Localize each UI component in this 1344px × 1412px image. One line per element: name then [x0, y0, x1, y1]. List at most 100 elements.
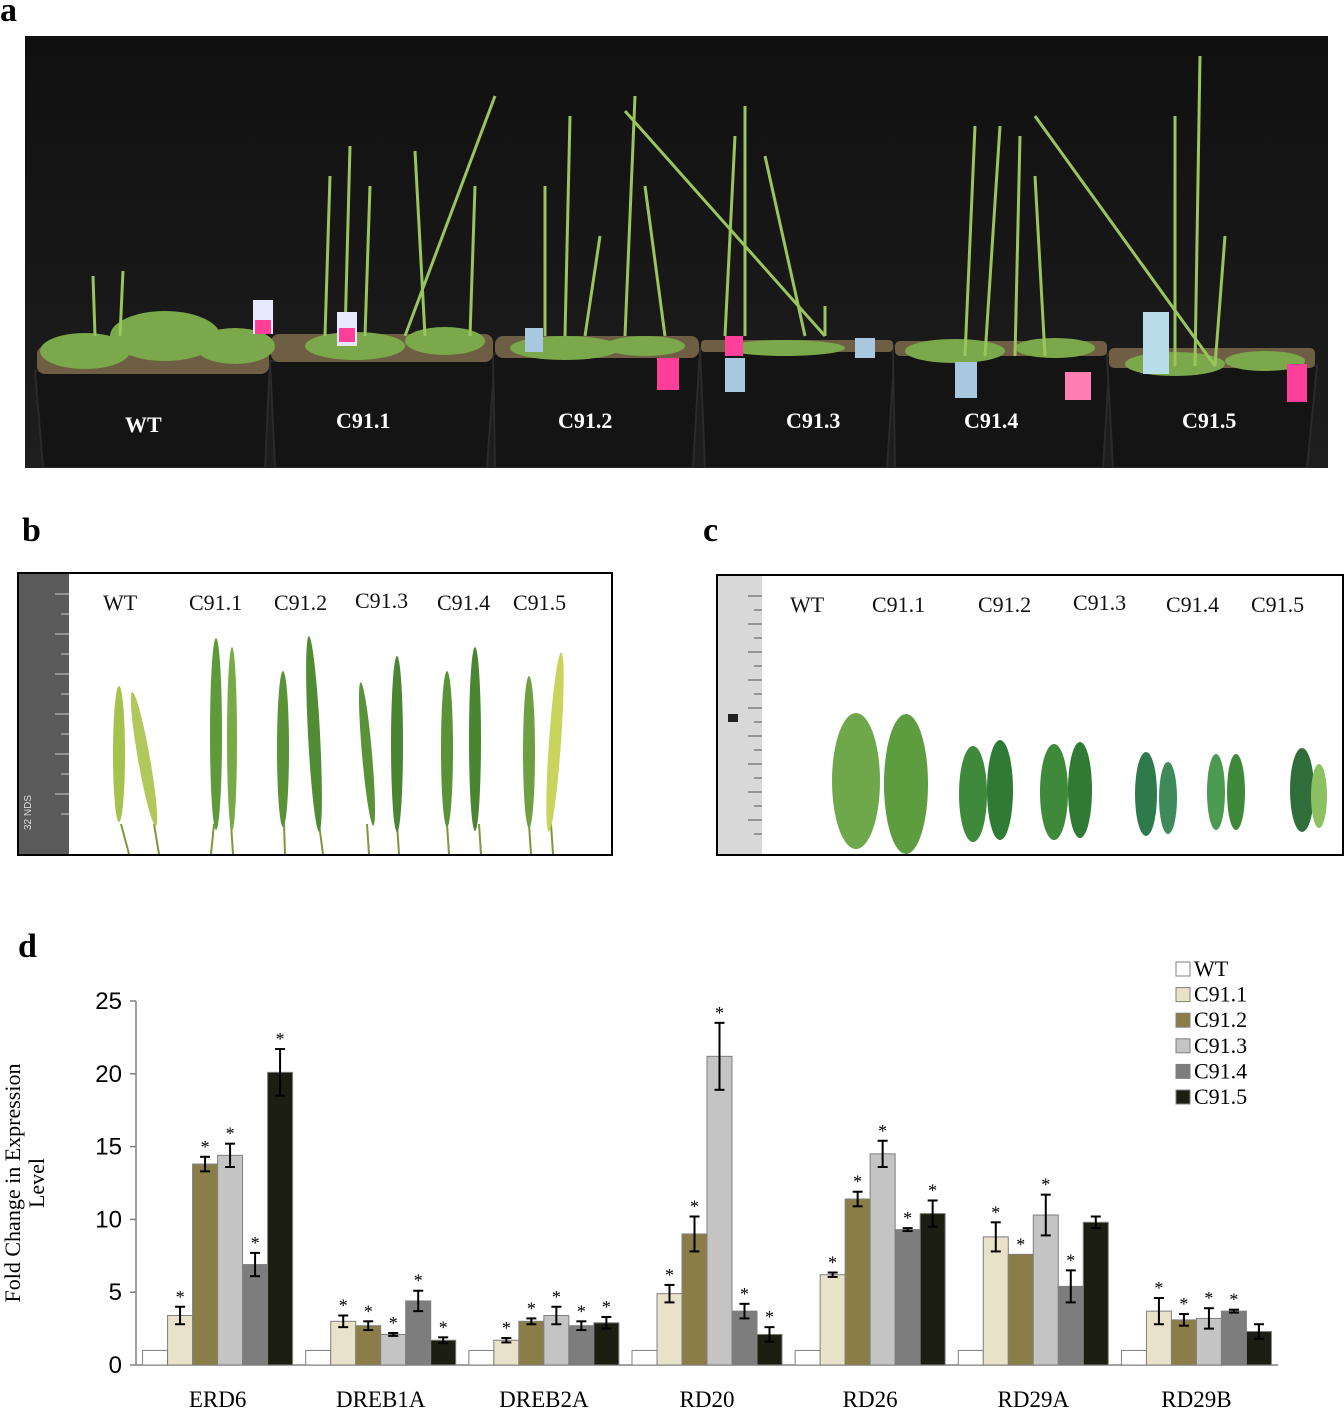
silique-label-c91-3: C91.3 [355, 588, 409, 613]
category-label: RD20 [680, 1387, 735, 1407]
legend-label: WT [1194, 956, 1229, 981]
significance-marker: * [439, 1317, 448, 1337]
leaf-label-c91-3: C91.3 [1073, 590, 1127, 615]
pot-label-c91-5: C91.5 [1182, 408, 1237, 433]
bar [468, 1349, 495, 1366]
bar [706, 1055, 733, 1366]
significance-marker: * [1066, 1250, 1075, 1270]
significance-marker: * [226, 1124, 235, 1144]
significance-marker: * [389, 1313, 398, 1333]
legend-swatch [1175, 1012, 1191, 1028]
y-tick-label: 20 [95, 1061, 122, 1088]
bar [167, 1314, 194, 1366]
silique-photo: WT C91.1 C91.2 C91.3 C91.4 C91.5 32 NDS [17, 572, 613, 856]
significance-marker: * [1179, 1294, 1188, 1314]
y-tick-label: 0 [109, 1352, 122, 1379]
bar [894, 1229, 921, 1366]
silique-label-c91-5: C91.5 [513, 590, 567, 615]
legend-label: C91.4 [1194, 1058, 1247, 1083]
bar [305, 1349, 332, 1366]
expression-chart-svg: 0 5 10 15 20 25 Fold Change in ExpressionLevel… [0, 956, 1278, 1412]
silique-label-c91-4: C91.4 [437, 590, 491, 615]
significance-marker: * [552, 1287, 561, 1307]
significance-marker: * [201, 1137, 210, 1157]
significance-marker: * [665, 1265, 674, 1285]
bar [217, 1154, 244, 1366]
legend-swatch [1175, 1089, 1191, 1105]
bar [982, 1236, 1009, 1366]
bar [794, 1349, 821, 1366]
bar [330, 1320, 357, 1366]
y-tick-label: 5 [109, 1279, 122, 1306]
bar [844, 1198, 871, 1366]
leaf-label-c91-5: C91.5 [1251, 592, 1305, 617]
silique-label-c91-2: C91.2 [274, 590, 328, 615]
bar [819, 1274, 846, 1366]
leaf-label-c91-1: C91.1 [872, 592, 926, 617]
significance-marker: * [577, 1301, 586, 1321]
significance-marker: * [339, 1295, 348, 1315]
significance-marker: * [1229, 1290, 1238, 1310]
bar [142, 1349, 169, 1366]
legend-swatch [1175, 1038, 1191, 1054]
significance-marker: * [364, 1301, 373, 1321]
category-label: RD29A [998, 1387, 1070, 1407]
legend-swatch [1175, 961, 1191, 977]
bar [267, 1071, 294, 1366]
bar [1120, 1349, 1147, 1366]
significance-marker: * [527, 1298, 536, 1318]
significance-marker: * [276, 1029, 285, 1049]
bar [957, 1349, 984, 1366]
significance-marker: * [251, 1233, 260, 1253]
significance-marker: * [414, 1271, 423, 1291]
ruler-text: 32 NDS [23, 794, 34, 830]
significance-marker: * [928, 1180, 937, 1200]
bar [192, 1163, 219, 1366]
bar [1032, 1214, 1059, 1366]
legend-label: C91.1 [1194, 982, 1247, 1007]
panel-label-a: a [0, 0, 17, 29]
bar [869, 1153, 896, 1366]
y-tick-label: 15 [95, 1134, 122, 1161]
significance-marker: * [602, 1297, 611, 1317]
plant-photo: WT C91.1 C91.2 C91.3 C91.4 C91.5 [25, 36, 1328, 468]
significance-marker: * [502, 1318, 511, 1338]
significance-marker: * [176, 1287, 185, 1307]
plant-photo-illustration [25, 36, 1328, 468]
panel-label-d: d [18, 928, 37, 965]
bar [242, 1264, 269, 1366]
y-axis-label: Fold Change in ExpressionLevel [0, 1064, 49, 1303]
bar [568, 1325, 595, 1366]
bar [593, 1322, 620, 1366]
y-tick-label: 25 [95, 988, 122, 1015]
pot-label-c91-1: C91.1 [336, 408, 391, 433]
pot-label-wt: WT [125, 412, 162, 437]
pot-label-c91-4: C91.4 [964, 408, 1019, 433]
significance-marker: * [740, 1284, 749, 1304]
significance-marker: * [991, 1202, 1000, 1222]
significance-marker: * [715, 1003, 724, 1023]
panel-label-c: c [703, 512, 719, 549]
significance-marker: * [765, 1307, 774, 1327]
legend-swatch [1175, 987, 1191, 1003]
legend-label: C91.3 [1194, 1033, 1247, 1058]
leaf-label-wt: WT [790, 592, 825, 617]
pot-label-c91-2: C91.2 [558, 408, 613, 433]
bar [355, 1325, 382, 1366]
silique-label-c91-1: C91.1 [189, 590, 243, 615]
significance-marker: * [1016, 1234, 1025, 1254]
bar [380, 1333, 407, 1366]
category-label: ERD6 [189, 1387, 247, 1407]
bar [1220, 1310, 1247, 1366]
bar [919, 1213, 946, 1366]
panel-label-b: b [22, 512, 41, 549]
category-label: RD26 [843, 1387, 898, 1407]
leaf-label-c91-4: C91.4 [1166, 592, 1220, 617]
bar [681, 1233, 708, 1366]
significance-marker: * [1041, 1175, 1050, 1195]
legend-label: C91.2 [1194, 1007, 1247, 1032]
bar [1082, 1221, 1109, 1366]
significance-marker: * [828, 1253, 837, 1273]
bar [631, 1349, 658, 1366]
significance-marker: * [853, 1172, 862, 1192]
